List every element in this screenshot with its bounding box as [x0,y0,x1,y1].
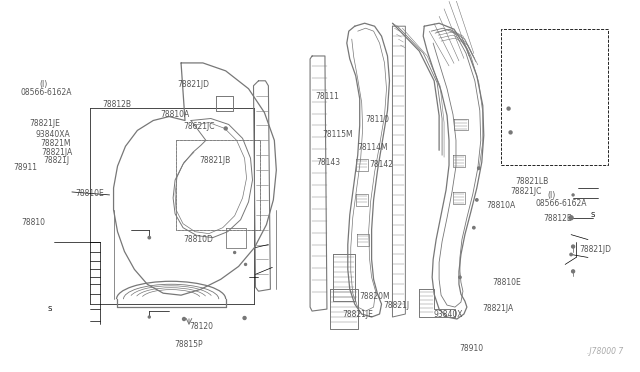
Text: 78910: 78910 [460,344,484,353]
Circle shape [572,270,575,273]
Circle shape [243,317,246,320]
Text: 78821JA: 78821JA [482,304,513,313]
Text: 08566-6162A: 08566-6162A [536,199,588,208]
Text: 78810A: 78810A [160,109,189,119]
Text: 78821JA: 78821JA [42,148,73,157]
Circle shape [148,316,150,318]
Text: 78114M: 78114M [357,143,387,152]
Circle shape [459,276,461,279]
Text: S: S [591,212,595,218]
Text: 78810: 78810 [22,218,45,227]
Circle shape [224,127,227,130]
Text: 78821J: 78821J [44,156,70,166]
Circle shape [234,251,236,253]
Circle shape [473,227,475,229]
Text: 78810E: 78810E [76,189,104,198]
Circle shape [570,253,572,256]
Text: 78820M: 78820M [360,292,390,301]
Text: 78821JE: 78821JE [342,310,373,319]
Text: 78821LB: 78821LB [516,177,549,186]
Circle shape [148,237,150,239]
Text: (I): (I) [39,80,47,89]
Text: 78120: 78120 [190,322,214,331]
Text: 78621JC: 78621JC [184,122,215,131]
Text: 78810A: 78810A [486,201,516,210]
Text: (I): (I) [547,191,556,200]
Text: .J78000 7: .J78000 7 [587,347,623,356]
Text: 78115M: 78115M [323,130,353,139]
Text: 78821JB: 78821JB [199,155,230,165]
Text: 78110: 78110 [365,115,390,124]
Text: 78143: 78143 [317,157,341,167]
Text: 78815P: 78815P [174,340,202,349]
Circle shape [182,318,186,321]
Text: 78911: 78911 [14,163,38,172]
Circle shape [476,199,478,201]
Text: 78821J: 78821J [383,301,410,311]
Text: 78821M: 78821M [40,139,71,148]
Text: 78821JE: 78821JE [29,119,60,128]
Circle shape [569,216,573,220]
Text: 93840XA: 93840XA [35,130,70,139]
Text: 78810D: 78810D [184,235,213,244]
Text: 78821JD: 78821JD [579,245,611,254]
Circle shape [477,167,480,169]
Text: 93840X: 93840X [433,310,463,319]
Text: 78142: 78142 [369,160,394,170]
Circle shape [572,245,575,248]
Text: 78821JC: 78821JC [511,187,542,196]
Circle shape [507,107,510,110]
Text: 78810E: 78810E [493,278,522,287]
Text: 78821JD: 78821JD [177,80,209,89]
Text: 78812B: 78812B [543,214,573,223]
Text: 78812B: 78812B [103,100,132,109]
Circle shape [244,263,246,265]
Text: 08566-6162A: 08566-6162A [20,89,72,97]
Circle shape [572,194,574,196]
Circle shape [509,131,512,134]
Text: S: S [48,306,52,312]
Text: 78111: 78111 [316,92,339,101]
